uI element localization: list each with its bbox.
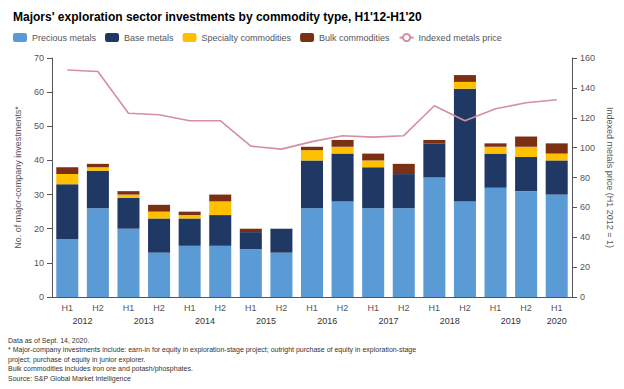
svg-text:2012: 2012 xyxy=(73,316,93,326)
svg-text:60: 60 xyxy=(34,87,44,97)
svg-text:project; purchase of equity in: project; purchase of equity in junior ex… xyxy=(8,356,145,364)
svg-text:Bulk commodities: Bulk commodities xyxy=(319,33,390,43)
svg-text:120: 120 xyxy=(580,113,595,123)
svg-text:No. of major-company investmen: No. of major-company investments* xyxy=(13,106,23,249)
svg-text:H1: H1 xyxy=(123,303,135,313)
svg-text:H2: H2 xyxy=(337,303,349,313)
svg-text:H1: H1 xyxy=(429,303,441,313)
svg-text:H1: H1 xyxy=(551,303,563,313)
svg-text:H2: H2 xyxy=(276,303,288,313)
svg-text:H2: H2 xyxy=(214,303,226,313)
svg-text:100: 100 xyxy=(580,143,595,153)
svg-text:Data as of Sept. 14, 2020.: Data as of Sept. 14, 2020. xyxy=(8,337,89,345)
svg-text:0: 0 xyxy=(39,292,44,302)
svg-text:2017: 2017 xyxy=(378,316,398,326)
svg-text:160: 160 xyxy=(580,53,595,63)
svg-text:H2: H2 xyxy=(398,303,410,313)
svg-text:0: 0 xyxy=(580,292,585,302)
svg-text:H2: H2 xyxy=(459,303,471,313)
svg-text:2018: 2018 xyxy=(440,316,460,326)
svg-text:2016: 2016 xyxy=(317,316,337,326)
svg-text:2013: 2013 xyxy=(134,316,154,326)
svg-text:80: 80 xyxy=(580,173,590,183)
svg-text:Source: S&P Global Market Inte: Source: S&P Global Market Intelligence xyxy=(8,375,131,383)
svg-text:2015: 2015 xyxy=(256,316,276,326)
svg-text:H1: H1 xyxy=(306,303,318,313)
svg-text:Majors' exploration sector inv: Majors' exploration sector investments b… xyxy=(13,10,422,24)
svg-text:40: 40 xyxy=(580,232,590,242)
svg-text:2014: 2014 xyxy=(195,316,215,326)
svg-text:40: 40 xyxy=(34,155,44,165)
svg-text:H1: H1 xyxy=(184,303,196,313)
svg-text:H2: H2 xyxy=(92,303,104,313)
svg-text:* Major-company investments in: * Major-company investments include: ear… xyxy=(8,346,416,354)
svg-text:Specialty commodities: Specialty commodities xyxy=(202,33,292,43)
svg-text:H2: H2 xyxy=(520,303,532,313)
svg-text:60: 60 xyxy=(580,202,590,212)
svg-text:H1: H1 xyxy=(245,303,257,313)
svg-text:70: 70 xyxy=(34,53,44,63)
svg-text:H1: H1 xyxy=(490,303,502,313)
svg-text:Base metals: Base metals xyxy=(124,33,174,43)
svg-text:30: 30 xyxy=(34,190,44,200)
svg-text:Indexed metals price: Indexed metals price xyxy=(419,33,502,43)
svg-text:2020: 2020 xyxy=(547,316,567,326)
svg-text:H1: H1 xyxy=(62,303,74,313)
svg-text:Bulk commodities includes iron: Bulk commodities includes iron ore and p… xyxy=(8,365,193,373)
svg-text:50: 50 xyxy=(34,121,44,131)
svg-text:20: 20 xyxy=(580,262,590,272)
svg-text:H2: H2 xyxy=(153,303,165,313)
svg-text:10: 10 xyxy=(34,258,44,268)
svg-text:140: 140 xyxy=(580,83,595,93)
svg-text:H1: H1 xyxy=(367,303,379,313)
svg-text:Indexed metals price (H1 2012: Indexed metals price (H1 2012 = 1) xyxy=(605,107,615,248)
svg-text:Precious metals: Precious metals xyxy=(32,33,97,43)
svg-text:20: 20 xyxy=(34,224,44,234)
svg-text:2019: 2019 xyxy=(501,316,521,326)
